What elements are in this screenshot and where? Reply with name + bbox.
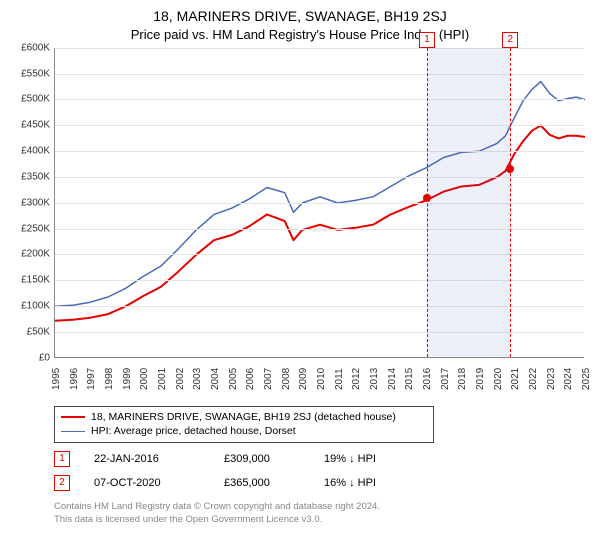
legend-swatch [61, 416, 85, 418]
y-tick-label: £50K [6, 326, 50, 337]
footer-line: Contains HM Land Registry data © Crown c… [54, 501, 590, 513]
shaded-region [427, 48, 510, 357]
x-tick-label: 2006 [245, 368, 256, 390]
x-tick-label: 2024 [563, 368, 574, 390]
x-tick-label: 2002 [175, 368, 186, 390]
y-tick-label: £450K [6, 120, 50, 131]
x-tick-label: 1996 [69, 368, 80, 390]
transaction-badge: 1 [54, 451, 70, 467]
transaction-row: 2 07-OCT-2020£365,00016% ↓ HPI [54, 475, 590, 491]
transaction-date: 07-OCT-2020 [94, 477, 224, 489]
legend-item: HPI: Average price, detached house, Dors… [61, 424, 427, 439]
y-tick-label: £0 [6, 352, 50, 363]
x-tick-label: 2008 [281, 368, 292, 390]
transaction-price: £309,000 [224, 453, 324, 465]
legend: 18, MARINERS DRIVE, SWANAGE, BH19 2SJ (d… [54, 406, 434, 443]
transaction-price: £365,000 [224, 477, 324, 489]
y-tick-label: £400K [6, 146, 50, 157]
x-axis-labels: 1995 1996 1997 1998 1999 2000 2001 2002 2003 2004… [54, 358, 584, 402]
transaction-dot [506, 165, 514, 173]
chart-title: 18, MARINERS DRIVE, SWANAGE, BH19 2SJ [10, 8, 590, 25]
transaction-dot [423, 194, 431, 202]
footer-text: Contains HM Land Registry data © Crown c… [54, 501, 590, 526]
x-tick-label: 2013 [369, 368, 380, 390]
y-tick-label: £150K [6, 275, 50, 286]
x-tick-label: 2011 [334, 368, 345, 390]
y-tick-label: £350K [6, 171, 50, 182]
x-tick-label: 2001 [157, 368, 168, 390]
x-tick-label: 2007 [263, 368, 274, 390]
chart-subtitle: Price paid vs. HM Land Registry's House … [10, 27, 590, 42]
marker-vline [427, 48, 428, 357]
y-tick-label: £200K [6, 249, 50, 260]
x-tick-label: 1999 [122, 368, 133, 390]
x-tick-label: 2009 [298, 368, 309, 390]
x-tick-label: 2010 [316, 368, 327, 390]
transaction-badge: 2 [54, 475, 70, 491]
y-tick-label: £600K [6, 42, 50, 53]
x-tick-label: 2020 [493, 368, 504, 390]
transaction-delta: 19% ↓ HPI [324, 453, 444, 465]
x-tick-label: 2021 [510, 368, 521, 390]
marker-vline [510, 48, 511, 357]
y-tick-label: £500K [6, 94, 50, 105]
legend-item: 18, MARINERS DRIVE, SWANAGE, BH19 2SJ (d… [61, 410, 427, 425]
y-tick-label: £100K [6, 301, 50, 312]
x-tick-label: 2003 [192, 368, 203, 390]
legend-swatch [61, 431, 85, 432]
y-tick-label: £550K [6, 68, 50, 79]
x-tick-label: 2025 [581, 368, 592, 390]
x-tick-label: 2018 [457, 368, 468, 390]
x-tick-label: 2014 [387, 368, 398, 390]
transaction-row: 1 22-JAN-2016£309,00019% ↓ HPI [54, 451, 590, 467]
x-tick-label: 2022 [528, 368, 539, 390]
legend-label: HPI: Average price, detached house, Dors… [91, 424, 296, 439]
x-tick-label: 2005 [228, 368, 239, 390]
footer-line: This data is licensed under the Open Gov… [54, 514, 590, 526]
x-tick-label: 2004 [210, 368, 221, 390]
x-tick-label: 2023 [546, 368, 557, 390]
chart-area: 12 £0£50K£100K£150K£200K£250K£300K£350K£… [54, 48, 584, 358]
transaction-date: 22-JAN-2016 [94, 453, 224, 465]
x-tick-label: 1998 [104, 368, 115, 390]
x-tick-label: 2019 [475, 368, 486, 390]
x-tick-label: 2016 [422, 368, 433, 390]
x-tick-label: 2000 [139, 368, 150, 390]
transaction-delta: 16% ↓ HPI [324, 477, 444, 489]
x-tick-label: 2012 [351, 368, 362, 390]
x-tick-label: 2017 [440, 368, 451, 390]
x-tick-label: 1997 [86, 368, 97, 390]
plot-area: 12 £0£50K£100K£150K£200K£250K£300K£350K£… [54, 48, 584, 358]
y-tick-label: £300K [6, 197, 50, 208]
x-tick-label: 2015 [404, 368, 415, 390]
y-tick-label: £250K [6, 223, 50, 234]
legend-label: 18, MARINERS DRIVE, SWANAGE, BH19 2SJ (d… [91, 410, 396, 425]
x-tick-label: 1995 [51, 368, 62, 390]
